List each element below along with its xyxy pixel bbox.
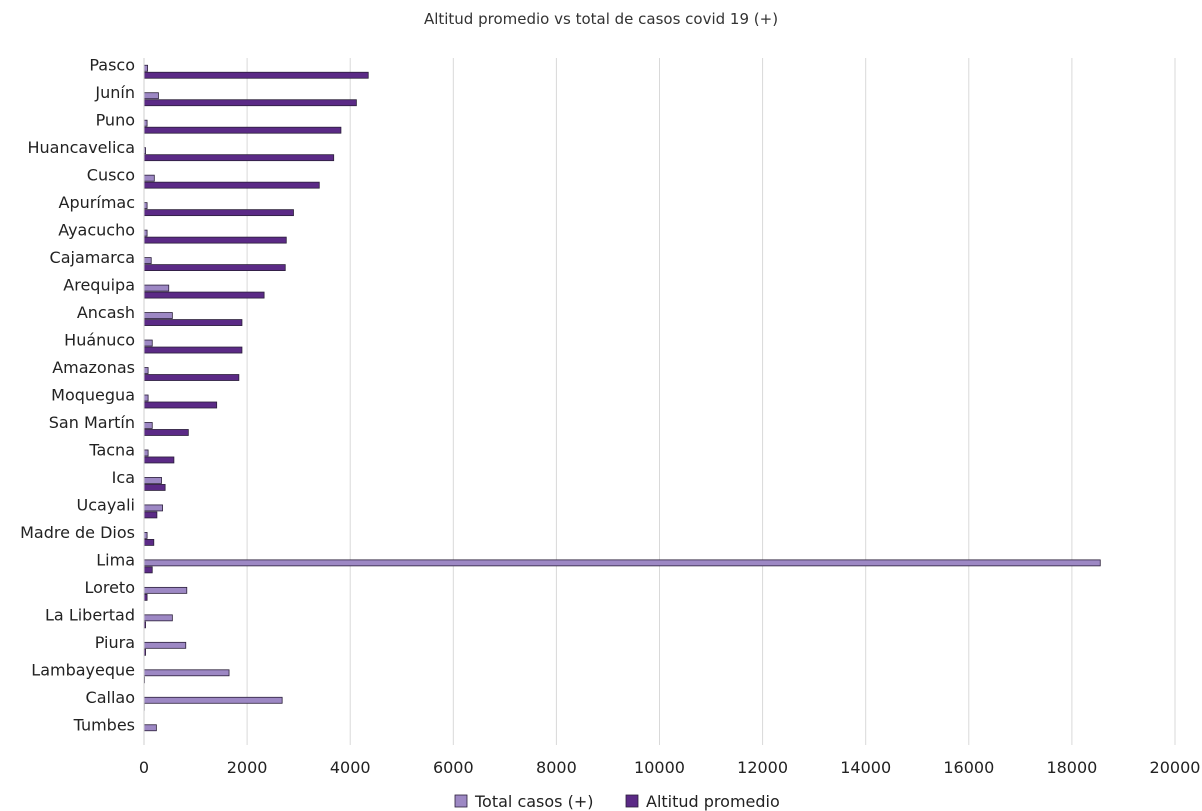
bar-total-casos: [143, 449, 149, 457]
bar-total-casos: [143, 696, 283, 704]
legend-label: Altitud promedio: [646, 792, 780, 811]
category-label: Ayacucho: [58, 221, 135, 240]
category-label: Lima: [96, 550, 135, 569]
bar-total-casos: [143, 174, 155, 182]
category-label: Moquegua: [51, 386, 135, 405]
category-label: Tacna: [88, 440, 135, 459]
bar-altitud-promedio: [143, 291, 265, 299]
bar-total-casos: [143, 422, 153, 429]
x-tick-label: 16000: [943, 758, 994, 777]
category-label: Huánuco: [64, 331, 135, 350]
category-label: Piura: [95, 633, 135, 652]
bar-altitud-promedio: [143, 71, 369, 79]
category-label: Pasco: [89, 56, 135, 75]
bar-total-casos: [143, 367, 149, 374]
bar-altitud-promedio: [143, 99, 357, 107]
x-tick-label: 8000: [536, 758, 577, 777]
legend-label: Total casos (+): [474, 792, 594, 811]
category-label: San Martín: [49, 413, 135, 432]
category-label: La Libertad: [45, 605, 135, 624]
category-label: Ancash: [77, 303, 135, 322]
bar-altitud-promedio: [143, 126, 342, 134]
category-label: Puno: [96, 111, 135, 130]
bar-total-casos: [143, 477, 162, 484]
chart-title: Altitud promedio vs total de casos covid…: [423, 10, 779, 28]
category-label: Madre de Dios: [20, 523, 135, 542]
legend-swatch: [625, 794, 639, 808]
category-label: Ucayali: [77, 495, 135, 514]
x-tick-label: 2000: [227, 758, 268, 777]
bar-altitud-promedio: [143, 181, 320, 189]
legend-swatch: [454, 794, 468, 808]
x-tick-label: 0: [139, 758, 149, 777]
bar-altitud-promedio: [143, 236, 287, 244]
category-label: Huancavelica: [27, 138, 135, 157]
bar-altitud-promedio: [143, 566, 153, 574]
bar-total-casos: [143, 641, 187, 649]
category-label: Tumbes: [73, 715, 135, 734]
category-label: Ica: [112, 468, 135, 487]
x-tick-label: 14000: [840, 758, 891, 777]
bar-altitud-promedio: [143, 209, 294, 217]
bar-altitud-promedio: [143, 539, 155, 546]
bar-total-casos: [143, 284, 170, 292]
bar-total-casos: [143, 257, 152, 265]
bar-altitud-promedio: [143, 401, 218, 409]
bar-total-casos: [143, 339, 153, 347]
bar-total-casos: [143, 724, 157, 732]
x-axis-ticks: 0 2000 4000 6000 8000 10000 12000 14000 16000 180…: [139, 758, 1201, 777]
bar-altitud-promedio: [143, 456, 175, 464]
category-label: Cusco: [87, 166, 135, 185]
x-tick-label: 18000: [1046, 758, 1097, 777]
bar-total-casos: [143, 504, 163, 512]
bar-altitud-promedio: [143, 264, 286, 272]
bar-total-casos: [143, 394, 149, 402]
category-label: Loreto: [84, 578, 135, 597]
category-label: Arequipa: [63, 276, 135, 295]
bar-total-casos: [143, 669, 230, 677]
x-tick-label: 6000: [433, 758, 474, 777]
bar-altitud-promedio: [143, 511, 158, 519]
bar-total-casos: [143, 614, 173, 622]
bar-altitud-promedio: [143, 374, 240, 381]
bar-total-casos: [143, 92, 159, 100]
bar-altitud-promedio: [143, 346, 243, 354]
bar-altitud-promedio: [143, 484, 166, 491]
y-axis-labels: Pasco Junín Puno Huancavelica Cusco Apurímac A…: [20, 56, 135, 735]
x-tick-label: 12000: [737, 758, 788, 777]
bars: [143, 64, 1101, 732]
category-label: Apurímac: [59, 193, 135, 212]
legend: Total casos (+) Altitud promedio: [454, 792, 780, 811]
x-tick-label: 4000: [330, 758, 371, 777]
category-label: Cajamarca: [50, 248, 135, 267]
bar-total-casos: [143, 312, 173, 319]
bar-total-casos: [143, 586, 188, 594]
gridlines: [246, 58, 1176, 745]
bar-altitud-promedio: [143, 429, 189, 436]
bar-altitud-promedio: [143, 154, 335, 162]
bar-total-casos: [143, 64, 149, 72]
x-tick-label: 10000: [634, 758, 685, 777]
bar-altitud-promedio: [143, 319, 243, 326]
bar-total-casos: [143, 559, 1101, 567]
category-label: Callao: [86, 688, 135, 707]
x-tick-label: 20000: [1150, 758, 1201, 777]
category-label: Lambayeque: [31, 660, 135, 679]
category-label: Junín: [94, 83, 135, 102]
category-label: Amazonas: [52, 358, 135, 377]
